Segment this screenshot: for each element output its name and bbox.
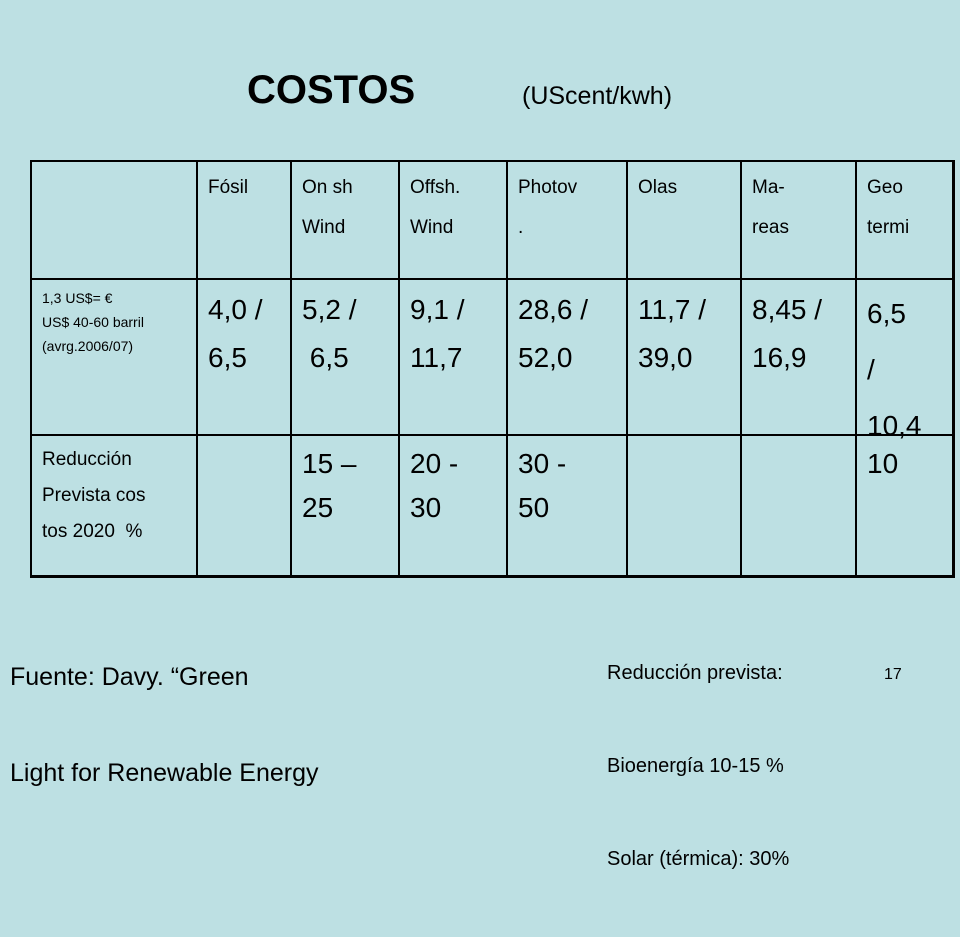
- table-cell: 16,9: [752, 342, 807, 373]
- table-cell: 30: [410, 492, 442, 523]
- header-cell: reas: [752, 217, 789, 238]
- table-border: [30, 160, 32, 577]
- table-border: [398, 160, 400, 577]
- table-cell: 30 -: [518, 448, 567, 479]
- header-cell: Geo: [867, 177, 903, 198]
- title: COSTOS: [247, 68, 416, 112]
- table-cell: 28,6 /: [518, 294, 589, 325]
- header-cell: .: [518, 217, 524, 238]
- table-border: [30, 278, 955, 280]
- table-cell: 6,5: [208, 342, 247, 373]
- header-cell: Photov: [518, 177, 578, 198]
- header-cell: Fósil: [208, 177, 249, 198]
- table-border: [30, 434, 955, 436]
- source-line: Fuente: Davy. “Green: [10, 663, 249, 691]
- header-cell: On sh: [302, 177, 353, 198]
- table-border: [855, 160, 857, 577]
- table-cell: 20 -: [410, 448, 459, 479]
- table-cell: 52,0: [518, 342, 573, 373]
- header-cell: termi: [867, 217, 910, 238]
- table-border: [952, 160, 955, 577]
- table-cell: 8,45 /: [752, 294, 823, 325]
- row-label: Prevista cos: [42, 485, 146, 506]
- header-cell: Olas: [638, 177, 678, 198]
- header-cell: Wind: [410, 217, 454, 238]
- table-border: [196, 160, 198, 577]
- page-number: 17: [884, 666, 902, 683]
- table-cell: 6,5: [302, 342, 349, 373]
- row-label: (avrg.2006/07): [42, 338, 134, 354]
- table-cell: 25: [302, 492, 334, 523]
- table-cell: 6,5: [867, 298, 906, 329]
- row-label: 1,3 US$= €: [42, 290, 113, 306]
- table-border: [506, 160, 508, 577]
- slide: COSTOS (UScent/kwh) Fuente: Davy. “Green…: [10, 68, 955, 870]
- source-line: Light for Renewable Energy: [10, 759, 319, 787]
- table-cell: /: [867, 354, 875, 385]
- note-line: Solar (térmica): 30%: [607, 848, 790, 870]
- header-cell: Offsh.: [410, 177, 461, 198]
- table-cell: 11,7: [410, 342, 463, 373]
- table-border: [626, 160, 628, 577]
- row-label: US$ 40-60 barril: [42, 314, 144, 330]
- table-border: [740, 160, 742, 577]
- table-cell: 39,0: [638, 342, 693, 373]
- table-cell: 10: [867, 448, 899, 479]
- subtitle: (UScent/kwh): [522, 82, 673, 110]
- note-line: Bioenergía 10-15 %: [607, 755, 784, 777]
- table-cell: 50: [518, 492, 550, 523]
- table-border: [30, 160, 955, 162]
- table-border: [30, 575, 955, 578]
- row-label: Reducción: [42, 449, 132, 470]
- source: Fuente: Davy. “Green Light for Renewable…: [10, 597, 319, 853]
- table-cell: 10,4: [867, 410, 922, 441]
- header-cell: Wind: [302, 217, 346, 238]
- table-cell: 15 –: [302, 448, 357, 479]
- note-line: Reducción prevista:: [607, 662, 783, 684]
- table-cell: 11,7 /: [638, 294, 706, 325]
- table-cell: 9,1 /: [410, 294, 465, 325]
- row-label: tos 2020 %: [42, 521, 143, 542]
- header-cell: Ma-: [752, 177, 785, 198]
- table-border: [290, 160, 292, 577]
- table-cell: 4,0 /: [208, 294, 263, 325]
- note: Reducción prevista: Bioenergía 10-15 % S…: [607, 596, 789, 937]
- table-cell: 5,2 /: [302, 294, 357, 325]
